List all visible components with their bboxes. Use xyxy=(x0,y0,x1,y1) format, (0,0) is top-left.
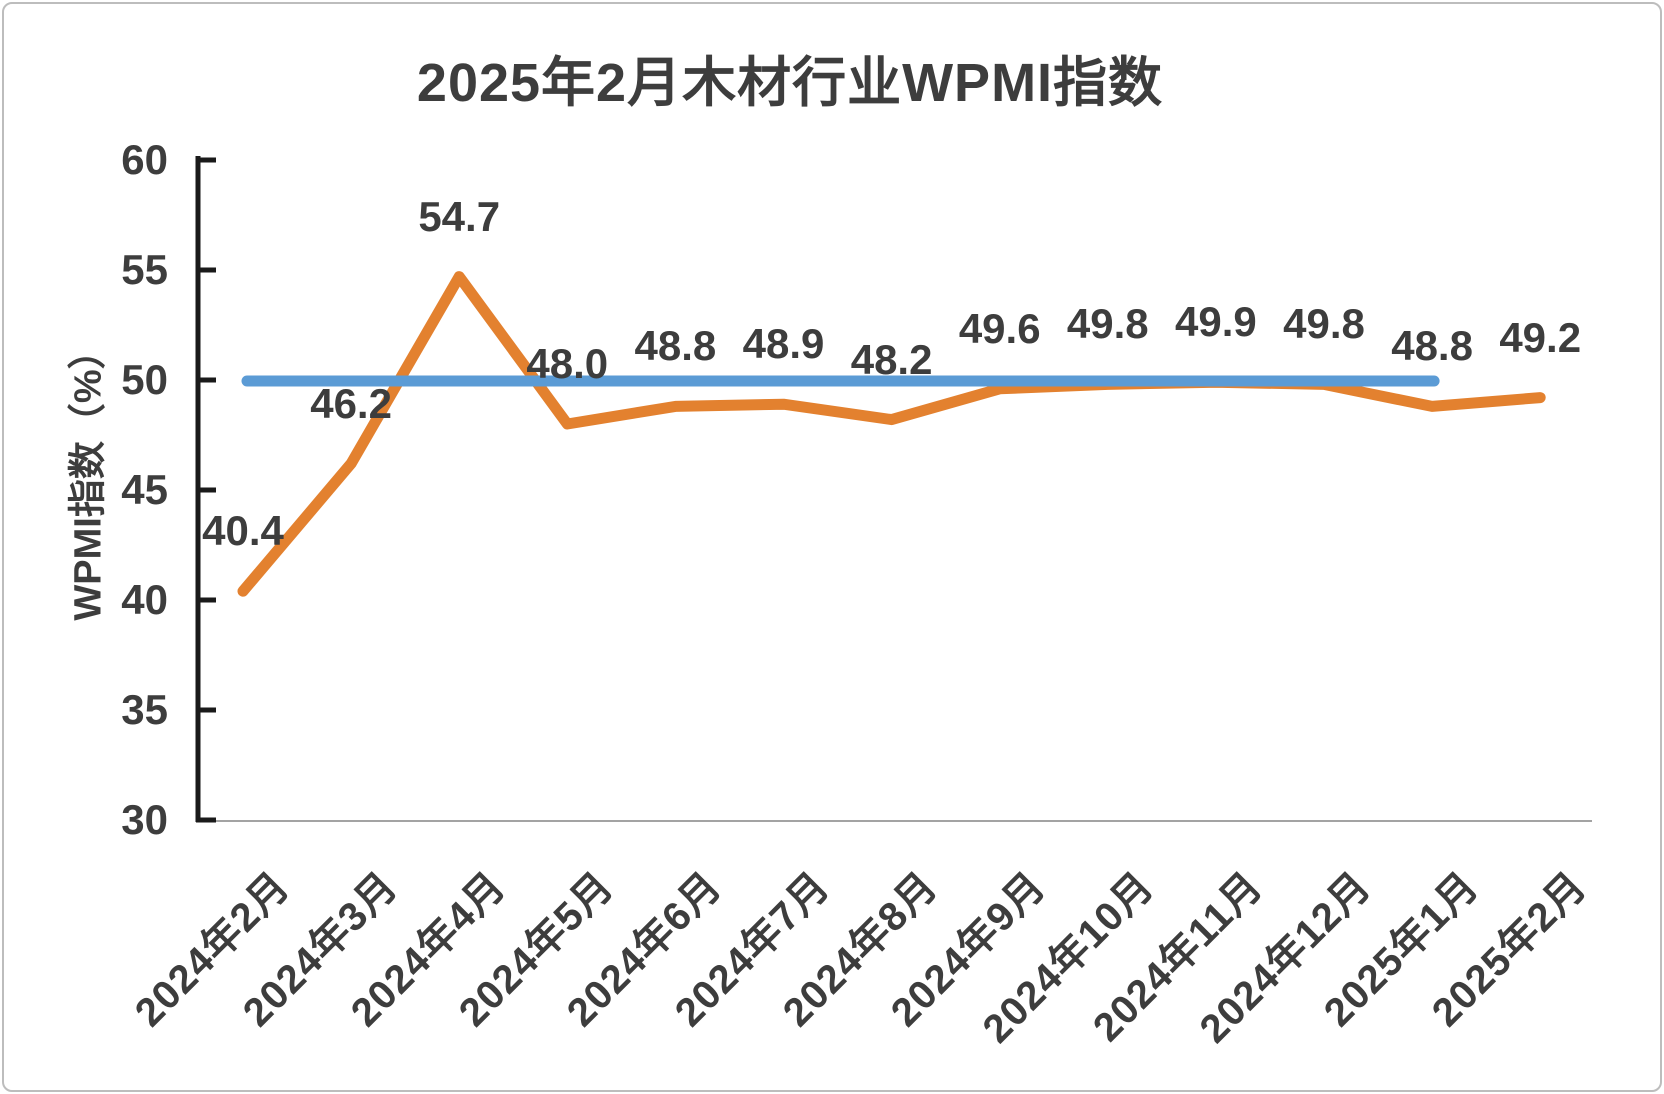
y-axis-tick-label: 35 xyxy=(121,686,168,733)
y-axis-tick-label: 45 xyxy=(121,466,168,513)
data-point-label: 49.8 xyxy=(1283,300,1365,348)
data-point-label: 48.9 xyxy=(742,320,825,368)
data-point-label: 48.0 xyxy=(526,340,609,387)
data-point-label: 49.2 xyxy=(1499,313,1582,361)
data-point-label: 46.2 xyxy=(310,379,392,427)
y-axis-tick-label: 30 xyxy=(121,796,168,843)
data-point-label: 48.2 xyxy=(850,335,933,383)
y-axis-tick-label: 60 xyxy=(121,136,168,183)
data-point-label: 48.8 xyxy=(1391,322,1473,370)
chart-title: 2025年2月木材行业WPMI指数 xyxy=(416,53,1164,113)
y-axis-tick-label: 55 xyxy=(121,246,168,293)
data-point-label: 48.8 xyxy=(634,322,717,370)
data-point-label: 40.4 xyxy=(202,507,284,555)
data-point-label: 49.8 xyxy=(1066,300,1149,348)
data-point-label: 49.9 xyxy=(1175,298,1257,346)
data-point-label: 54.7 xyxy=(418,192,501,240)
y-axis-tick-label: 50 xyxy=(121,356,168,403)
y-axis-tick-label: 40 xyxy=(121,576,168,623)
data-point-label: 49.6 xyxy=(958,304,1041,352)
